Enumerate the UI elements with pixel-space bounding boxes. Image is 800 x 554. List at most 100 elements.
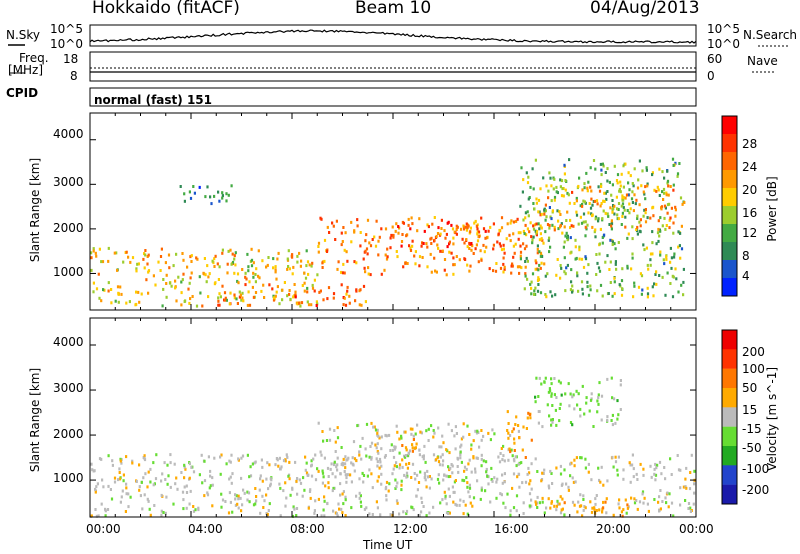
data-cell bbox=[636, 186, 640, 190]
data-cell bbox=[336, 514, 339, 518]
data-cell bbox=[524, 211, 527, 215]
data-cell bbox=[468, 247, 471, 250]
data-cell bbox=[415, 494, 418, 498]
data-cell bbox=[572, 480, 575, 484]
data-cell bbox=[693, 469, 696, 473]
data-cell bbox=[548, 414, 551, 418]
data-cell bbox=[582, 265, 586, 269]
data-cell bbox=[522, 242, 525, 246]
velocity-cbar-tick: 200 bbox=[742, 345, 765, 359]
data-cell bbox=[400, 240, 404, 243]
data-cell bbox=[621, 202, 625, 206]
data-cell bbox=[553, 177, 556, 181]
data-cell bbox=[420, 501, 424, 504]
data-cell bbox=[348, 294, 351, 298]
data-cell bbox=[321, 469, 324, 473]
data-cell bbox=[643, 192, 646, 196]
data-cell bbox=[579, 414, 582, 418]
data-cell bbox=[296, 260, 299, 264]
data-cell bbox=[551, 418, 554, 421]
data-cell bbox=[591, 506, 594, 510]
data-cell bbox=[217, 190, 220, 194]
data-cell bbox=[682, 485, 685, 489]
data-cell bbox=[94, 508, 97, 511]
data-cell bbox=[432, 505, 435, 509]
data-cell bbox=[323, 259, 326, 263]
data-cell bbox=[279, 486, 282, 490]
data-cell bbox=[525, 171, 528, 175]
data-cell bbox=[516, 217, 519, 221]
data-cell bbox=[633, 281, 636, 285]
data-cell bbox=[567, 193, 570, 197]
data-cell bbox=[631, 256, 634, 260]
data-cell bbox=[516, 475, 519, 479]
data-cell bbox=[309, 488, 312, 492]
data-cell bbox=[609, 281, 612, 284]
data-cell bbox=[574, 238, 577, 242]
data-cell bbox=[630, 496, 633, 500]
colorbar-segment bbox=[722, 388, 737, 408]
data-cell bbox=[553, 393, 556, 397]
data-cell bbox=[515, 219, 518, 223]
data-cell bbox=[192, 509, 196, 513]
data-cell bbox=[607, 292, 610, 295]
data-cell bbox=[333, 460, 336, 464]
power-colorbar bbox=[721, 115, 738, 297]
data-cell bbox=[530, 438, 533, 442]
data-cell bbox=[418, 255, 422, 259]
data-cell bbox=[621, 215, 624, 218]
data-cell bbox=[176, 487, 179, 491]
data-cell bbox=[307, 506, 310, 510]
data-cell bbox=[550, 392, 553, 396]
data-cell bbox=[128, 300, 131, 304]
data-cell bbox=[453, 434, 456, 438]
data-cell bbox=[228, 477, 231, 481]
data-cell bbox=[579, 407, 582, 411]
data-cell bbox=[543, 511, 546, 515]
data-cell bbox=[384, 227, 388, 231]
data-cell bbox=[492, 222, 495, 226]
data-cell bbox=[621, 194, 624, 198]
data-cell bbox=[590, 510, 594, 514]
data-cell bbox=[636, 507, 639, 511]
data-cell bbox=[230, 453, 233, 457]
data-cell bbox=[582, 199, 585, 203]
data-cell bbox=[599, 283, 603, 287]
data-cell bbox=[242, 299, 245, 303]
data-cell bbox=[455, 232, 458, 236]
data-cell bbox=[566, 263, 569, 267]
data-cell bbox=[548, 224, 551, 227]
data-cell bbox=[513, 449, 516, 452]
data-cell bbox=[107, 289, 110, 293]
data-cell bbox=[594, 217, 597, 221]
data-cell bbox=[464, 225, 467, 229]
data-cell bbox=[546, 403, 549, 407]
data-cell bbox=[534, 457, 537, 461]
data-cell bbox=[495, 480, 498, 484]
data-cell bbox=[365, 454, 368, 458]
data-cell bbox=[635, 499, 638, 502]
data-cell bbox=[480, 216, 483, 220]
data-cell bbox=[259, 474, 262, 478]
data-cell bbox=[629, 174, 632, 178]
data-cell bbox=[477, 230, 481, 234]
data-cell bbox=[650, 475, 653, 479]
data-cell bbox=[610, 227, 613, 231]
data-cell bbox=[233, 257, 236, 261]
data-cell bbox=[354, 299, 357, 303]
data-cell bbox=[321, 471, 325, 475]
data-cell bbox=[577, 289, 580, 293]
data-cell bbox=[201, 304, 204, 308]
data-cell bbox=[195, 304, 199, 308]
data-cell bbox=[352, 440, 356, 444]
data-cell bbox=[617, 208, 620, 211]
data-cell bbox=[364, 447, 367, 451]
data-cell bbox=[559, 464, 562, 468]
data-cell bbox=[633, 193, 636, 197]
data-cell bbox=[203, 494, 206, 498]
data-cell bbox=[217, 296, 220, 300]
data-cell bbox=[544, 209, 547, 213]
data-cell bbox=[550, 217, 553, 221]
data-cell bbox=[137, 290, 140, 294]
data-cell bbox=[568, 201, 571, 205]
